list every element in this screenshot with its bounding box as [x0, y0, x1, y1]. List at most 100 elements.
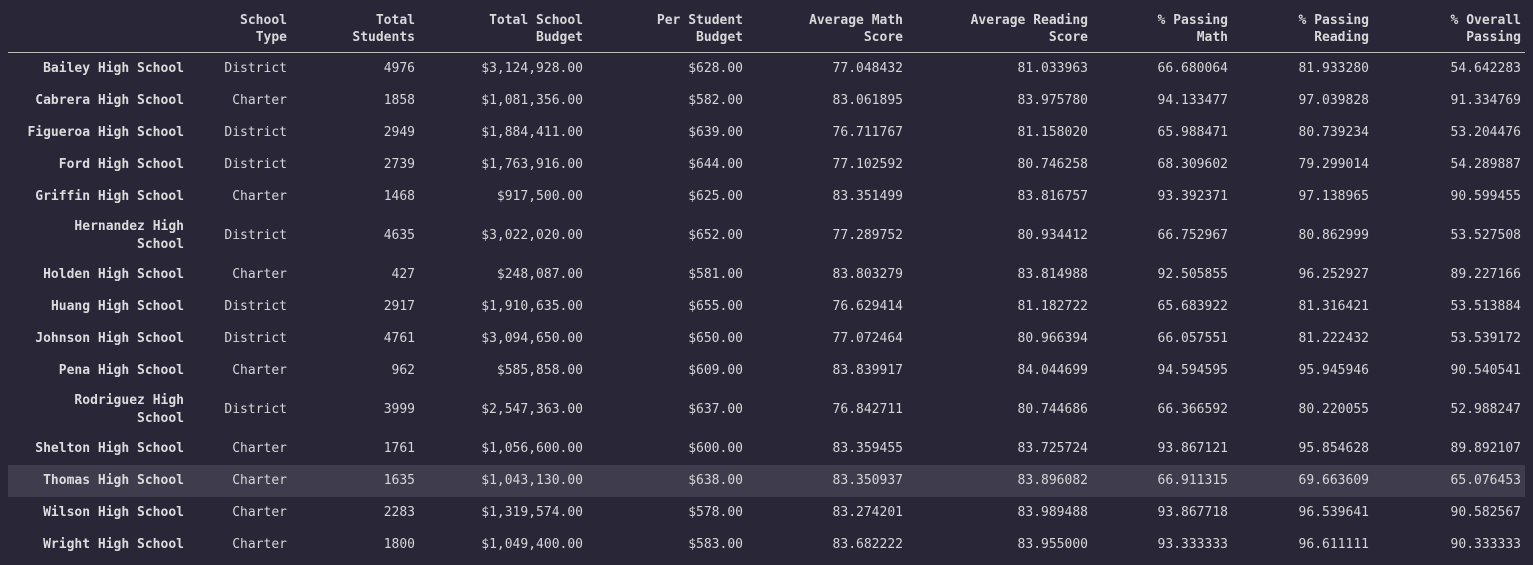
header-line: Total — [375, 13, 415, 28]
table-row: Hernandez High School District 4635 $3,022,0… — [8, 213, 1525, 259]
cell-total-students: 1858 — [383, 93, 415, 108]
row-index-school-name: Griffin High School — [35, 189, 184, 204]
cell-total-budget: $1,043,130.00 — [481, 473, 583, 488]
cell-school-type: District — [224, 402, 287, 417]
cell-total-students: 2283 — [383, 505, 415, 520]
cell-avg-math: 83.803279 — [832, 267, 903, 282]
cell-per-student-budget: $578.00 — [688, 505, 743, 520]
cell-total-students: 4976 — [383, 61, 415, 76]
cell-total-students: 2917 — [383, 299, 415, 314]
cell-avg-reading: 83.896082 — [1017, 473, 1088, 488]
cell-total-budget: $1,081,356.00 — [481, 93, 583, 108]
cell-school-type: District — [224, 61, 287, 76]
cell-pass-reading: 80.862999 — [1298, 228, 1369, 243]
col-header-school-type: School Type — [188, 0, 291, 53]
cell-pass-reading: 69.663609 — [1298, 473, 1369, 488]
col-header-per-student-budget: Per Student Budget — [587, 0, 747, 53]
col-header-avg-reading: Average Reading Score — [907, 0, 1092, 53]
row-index-school-name: Johnson High School — [35, 331, 184, 346]
cell-avg-reading: 83.816757 — [1017, 189, 1088, 204]
header-line: % Passing — [1157, 13, 1228, 28]
cell-total-students: 1468 — [383, 189, 415, 204]
cell-overall-passing: 65.076453 — [1450, 473, 1521, 488]
cell-pass-math: 93.867718 — [1157, 505, 1228, 520]
header-line: Per Student — [656, 13, 743, 28]
index-header — [8, 0, 188, 53]
cell-school-type: Charter — [232, 441, 287, 456]
header-line: Budget — [696, 30, 743, 45]
cell-school-type: District — [224, 228, 287, 243]
table-row: Thomas High School Charter 1635 $1,043,130.… — [8, 465, 1525, 497]
cell-pass-reading: 95.854628 — [1298, 441, 1369, 456]
table-row: Bailey High School District 4976 $3,124,928… — [8, 53, 1525, 86]
table-row: Holden High School Charter 427 $248,087.00 $… — [8, 259, 1525, 291]
header-line: Average Reading — [970, 13, 1088, 28]
cell-pass-math: 93.333333 — [1157, 537, 1228, 552]
row-index-school-name: Hernandez High School — [74, 219, 184, 252]
table-row: Wright High School Charter 1800 $1,049,400.… — [8, 529, 1525, 561]
cell-avg-math: 76.629414 — [832, 299, 903, 314]
row-index-school-name: Bailey High School — [43, 61, 184, 76]
cell-total-budget: $1,884,411.00 — [481, 125, 583, 140]
cell-avg-math: 83.274201 — [832, 505, 903, 520]
header-line: Reading — [1314, 30, 1369, 45]
header-line: Budget — [536, 30, 583, 45]
cell-avg-reading: 84.044699 — [1017, 363, 1088, 378]
cell-overall-passing: 52.988247 — [1450, 402, 1521, 417]
cell-pass-math: 94.133477 — [1157, 93, 1228, 108]
header-line: School — [240, 13, 287, 28]
col-header-pass-math: % Passing Math — [1092, 0, 1232, 53]
header-line: Score — [863, 30, 903, 45]
cell-pass-reading: 81.222432 — [1298, 331, 1369, 346]
cell-avg-math: 83.682222 — [832, 537, 903, 552]
table-row: Rodriguez High School District 3999 $2,547,3… — [8, 387, 1525, 433]
cell-avg-math: 83.359455 — [832, 441, 903, 456]
cell-overall-passing: 54.642283 — [1450, 61, 1521, 76]
header-line: Students — [352, 30, 415, 45]
cell-per-student-budget: $638.00 — [688, 473, 743, 488]
row-index-school-name: Thomas High School — [43, 473, 184, 488]
row-index-school-name: Huang High School — [50, 299, 184, 314]
cell-pass-math: 65.988471 — [1157, 125, 1228, 140]
header-line: Score — [1048, 30, 1088, 45]
cell-avg-reading: 83.725724 — [1017, 441, 1088, 456]
table-row: Johnson High School District 4761 $3,094,65… — [8, 323, 1525, 355]
cell-avg-reading: 83.814988 — [1017, 267, 1088, 282]
cell-avg-math: 83.839917 — [832, 363, 903, 378]
header-line: % Overall — [1450, 13, 1521, 28]
cell-overall-passing: 54.289887 — [1450, 157, 1521, 172]
cell-avg-reading: 81.182722 — [1017, 299, 1088, 314]
cell-school-type: Charter — [232, 267, 287, 282]
cell-per-student-budget: $650.00 — [688, 331, 743, 346]
cell-pass-reading: 81.316421 — [1298, 299, 1369, 314]
cell-overall-passing: 53.513884 — [1450, 299, 1521, 314]
row-index-school-name: Rodriguez High School — [74, 393, 184, 426]
cell-pass-reading: 97.039828 — [1298, 93, 1369, 108]
cell-avg-math: 77.289752 — [832, 228, 903, 243]
cell-pass-math: 94.594595 — [1157, 363, 1228, 378]
col-header-pass-reading: % Passing Reading — [1232, 0, 1373, 53]
col-header-avg-math: Average Math Score — [747, 0, 907, 53]
cell-total-students: 427 — [391, 267, 415, 282]
cell-total-budget: $2,547,363.00 — [481, 402, 583, 417]
row-index-school-name: Holden High School — [43, 267, 184, 282]
cell-pass-reading: 96.252927 — [1298, 267, 1369, 282]
cell-total-budget: $1,910,635.00 — [481, 299, 583, 314]
cell-avg-math: 77.048432 — [832, 61, 903, 76]
header-line: Math — [1196, 30, 1228, 45]
school-summary-table: School Type Total Students Total School Bud… — [8, 0, 1525, 561]
cell-pass-math: 65.683922 — [1157, 299, 1228, 314]
cell-total-students: 1761 — [383, 441, 415, 456]
cell-total-budget: $917,500.00 — [496, 189, 583, 204]
cell-overall-passing: 91.334769 — [1450, 93, 1521, 108]
cell-avg-reading: 83.989488 — [1017, 505, 1088, 520]
cell-pass-reading: 80.739234 — [1298, 125, 1369, 140]
cell-pass-math: 93.867121 — [1157, 441, 1228, 456]
row-index-school-name: Pena High School — [58, 363, 184, 378]
row-index-school-name: Wilson High School — [43, 505, 184, 520]
cell-avg-math: 77.102592 — [832, 157, 903, 172]
cell-total-budget: $585,858.00 — [496, 363, 583, 378]
cell-avg-math: 83.061895 — [832, 93, 903, 108]
dataframe-output: School Type Total Students Total School Bud… — [8, 0, 1525, 561]
cell-pass-math: 66.366592 — [1157, 402, 1228, 417]
